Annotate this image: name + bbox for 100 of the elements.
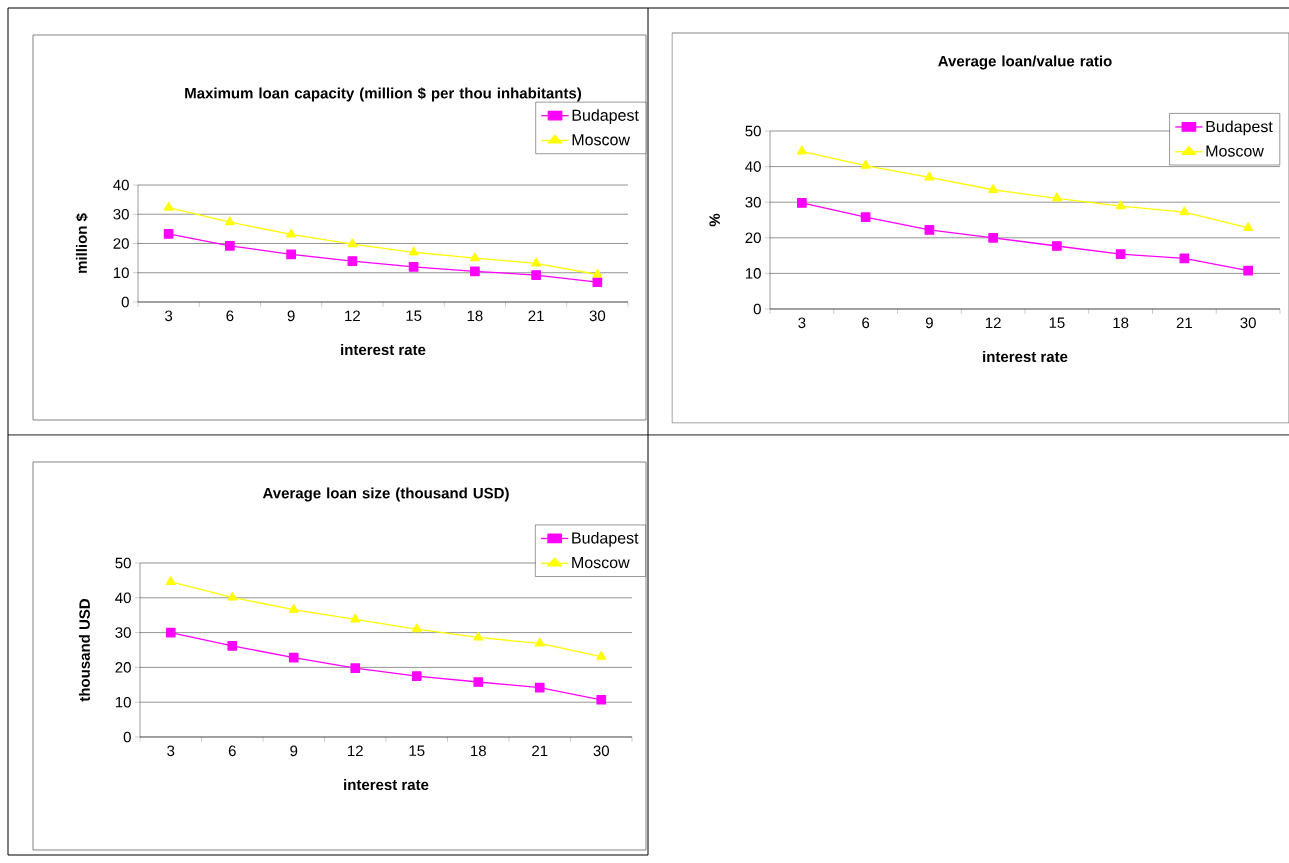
y-tick-label: 0 xyxy=(123,731,131,743)
y-tick-label: 20 xyxy=(115,662,131,673)
y-tick-label: 40 xyxy=(115,592,131,604)
x-tick-label: 30 xyxy=(589,310,606,322)
point xyxy=(473,631,484,641)
x-tick-label: 18 xyxy=(471,745,486,757)
legend-label: Budapest xyxy=(572,531,639,547)
point xyxy=(227,591,238,601)
point xyxy=(163,201,174,211)
x-tick-label: 30 xyxy=(593,745,609,757)
point xyxy=(592,268,603,278)
point xyxy=(797,198,807,208)
x-tick-label: 15 xyxy=(1049,317,1065,328)
point xyxy=(165,576,176,585)
y-tick-label: 50 xyxy=(745,125,761,137)
point xyxy=(988,232,998,243)
x-tick-label: 12 xyxy=(985,317,1001,328)
point xyxy=(225,240,235,251)
point xyxy=(473,677,484,687)
point xyxy=(924,171,935,181)
point xyxy=(988,184,999,193)
legend-label: Moscow xyxy=(572,134,631,146)
x-tick-label: 21 xyxy=(1176,317,1192,328)
legend-label: Moscow xyxy=(1206,145,1264,157)
point xyxy=(227,640,238,651)
legend-label: Budapest xyxy=(1206,120,1273,136)
legend-label: Budapest xyxy=(572,109,639,125)
x-tick-label: 15 xyxy=(406,310,422,321)
legend-label: Moscow xyxy=(572,557,630,569)
point xyxy=(531,257,542,267)
point xyxy=(288,652,299,663)
chart-title: Average loan size (thousand USD) xyxy=(262,487,509,502)
x-tick-label: 9 xyxy=(925,317,933,329)
x-tick-label: 15 xyxy=(409,745,425,756)
point xyxy=(796,145,807,155)
point xyxy=(224,216,235,226)
point xyxy=(163,228,174,239)
y-tick-label: 10 xyxy=(113,267,129,279)
point xyxy=(286,228,297,238)
x-axis-title: interest rate xyxy=(344,779,429,791)
point xyxy=(411,623,422,633)
x-tick-label: 6 xyxy=(862,317,870,329)
x-axis-title: interest rate xyxy=(341,344,426,356)
point xyxy=(596,694,607,705)
y-axis-title: million $ xyxy=(75,213,88,273)
point xyxy=(469,252,480,262)
x-tick-label: 3 xyxy=(167,745,175,757)
point xyxy=(347,256,358,266)
x-tick-label: 3 xyxy=(798,317,806,329)
x-tick-label: 12 xyxy=(345,310,360,321)
point xyxy=(534,682,545,693)
point xyxy=(924,225,935,235)
point xyxy=(1243,222,1254,231)
point xyxy=(411,671,422,681)
x-tick-label: 30 xyxy=(1240,317,1256,329)
chart-title: Average loan/value ratio xyxy=(938,55,1112,70)
x-tick-label: 21 xyxy=(528,310,544,321)
point xyxy=(1052,241,1062,251)
y-axis-title: % xyxy=(709,213,720,227)
y-axis-title: thousand USD xyxy=(78,598,90,702)
x-tick-label: 6 xyxy=(226,310,234,322)
point xyxy=(408,246,419,256)
point xyxy=(286,249,296,260)
point xyxy=(288,603,299,613)
point xyxy=(1115,200,1126,210)
point xyxy=(1179,206,1190,216)
point xyxy=(350,663,361,673)
point xyxy=(470,266,480,277)
point xyxy=(860,212,871,222)
x-tick-label: 12 xyxy=(348,745,363,757)
x-tick-label: 21 xyxy=(532,745,548,757)
y-tick-label: 40 xyxy=(113,179,129,191)
chart-title: Maximum loan capacity (million $ per thou inhabitants) xyxy=(185,87,582,102)
y-tick-label: 30 xyxy=(745,196,761,208)
y-tick-label: 20 xyxy=(113,238,129,249)
x-tick-label: 6 xyxy=(228,745,236,757)
point xyxy=(860,159,871,169)
point xyxy=(165,627,176,638)
x-tick-label: 3 xyxy=(165,310,173,322)
x-tick-label: 18 xyxy=(1113,317,1129,329)
point xyxy=(596,650,607,660)
y-tick-label: 0 xyxy=(753,303,761,315)
point xyxy=(534,637,545,647)
point xyxy=(1051,192,1062,202)
y-tick-label: 30 xyxy=(115,627,131,638)
y-tick-label: 10 xyxy=(745,268,761,279)
point xyxy=(531,270,541,280)
x-tick-label: 9 xyxy=(290,745,298,757)
y-tick-label: 40 xyxy=(745,161,761,172)
y-tick-label: 10 xyxy=(115,696,131,708)
y-tick-label: 30 xyxy=(113,208,129,220)
x-tick-label: 18 xyxy=(467,310,483,322)
point xyxy=(1243,265,1253,276)
x-axis-title: interest rate xyxy=(983,351,1068,363)
point xyxy=(347,238,358,248)
x-tick-label: 9 xyxy=(287,310,295,322)
point xyxy=(350,613,361,623)
y-tick-label: 20 xyxy=(745,232,761,244)
y-tick-label: 50 xyxy=(115,557,131,569)
y-tick-label: 0 xyxy=(121,296,129,308)
